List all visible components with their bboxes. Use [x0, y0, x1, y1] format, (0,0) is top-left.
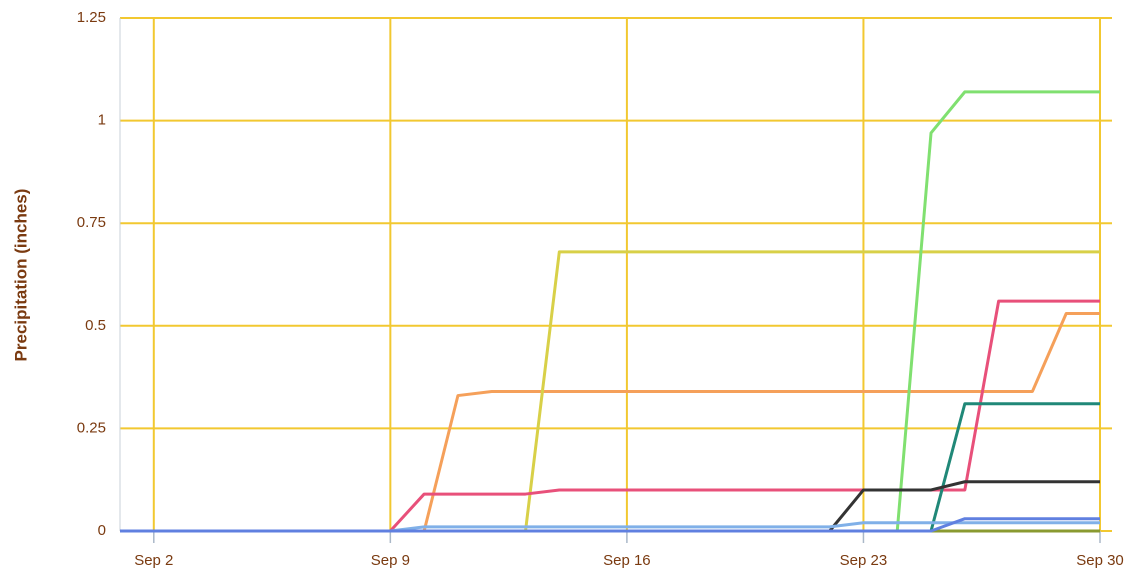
x-tick-label: Sep 2	[134, 552, 173, 569]
series-line	[120, 517, 1100, 533]
x-tick-label: Sep 30	[1076, 552, 1124, 569]
series-line	[120, 311, 1100, 533]
x-tick-label: Sep 16	[603, 552, 651, 569]
y-tick-label: 0	[98, 522, 106, 539]
y-tick-label: 0.75	[77, 214, 106, 231]
series-line	[120, 299, 1100, 533]
y-axis-title: Precipitation (inches)	[11, 189, 30, 362]
series-line	[120, 402, 1100, 533]
y-tick-label: 0.25	[77, 419, 106, 436]
y-tick-label: 1.25	[77, 9, 106, 26]
x-tick-label: Sep 9	[371, 552, 410, 569]
y-tick-label: 1	[98, 112, 106, 129]
series-line	[120, 90, 1100, 533]
x-tick-label: Sep 23	[840, 552, 888, 569]
y-tick-label: 0.5	[85, 317, 106, 334]
